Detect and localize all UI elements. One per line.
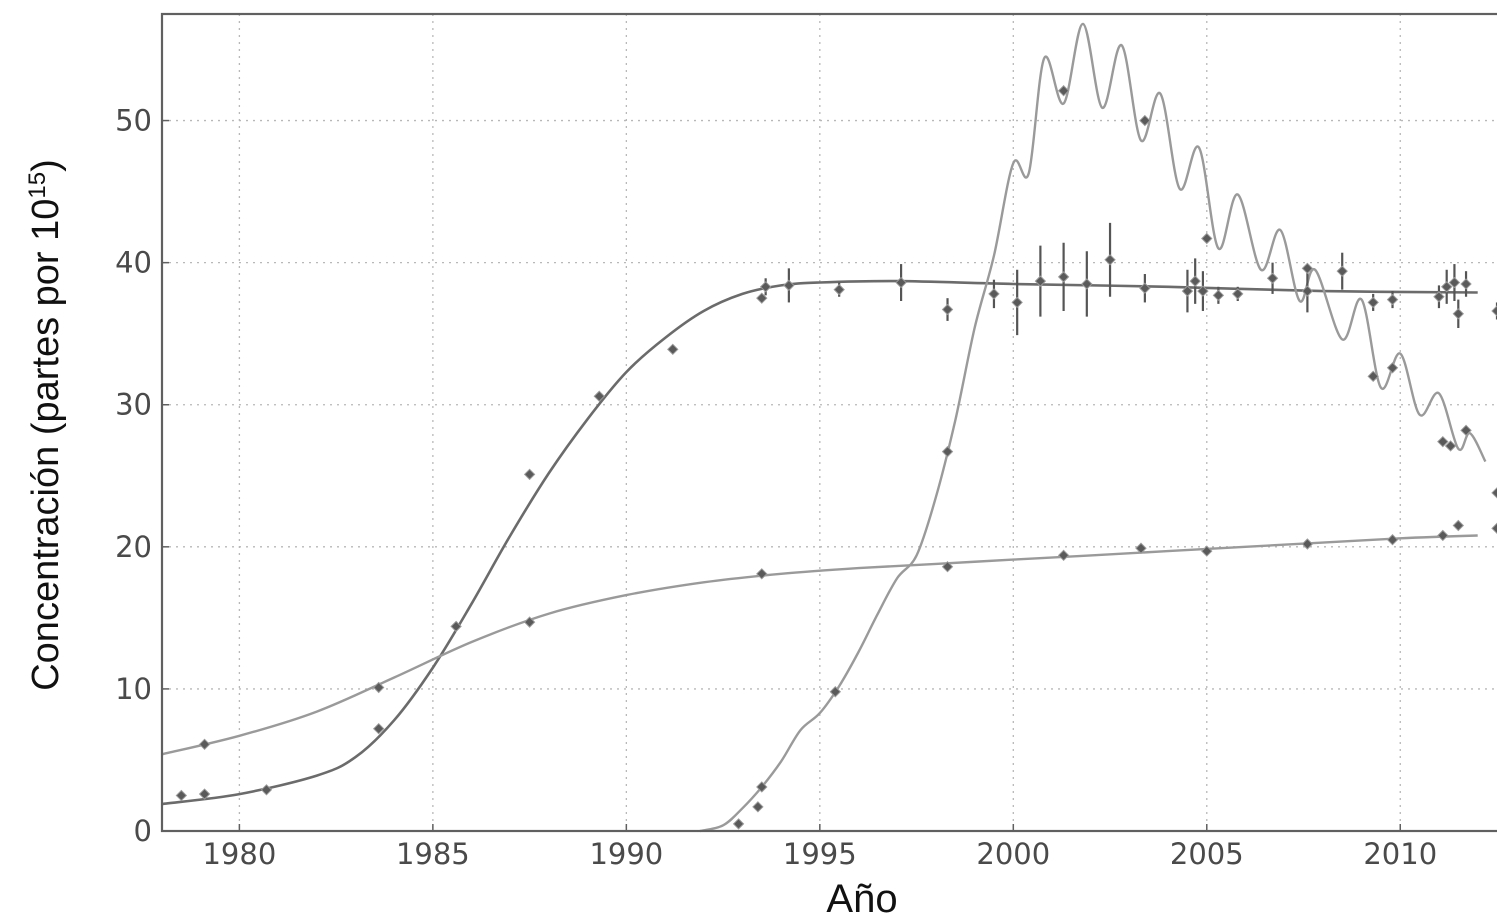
y-tick-labels: 0 10 20 30 40 50 (115, 104, 152, 848)
data-point (372, 681, 385, 694)
data-point (175, 789, 188, 802)
data-point (732, 818, 745, 830)
data-point (593, 390, 605, 402)
fitted-curves (161, 22, 1487, 833)
data-point (260, 784, 273, 796)
x-tick-label: 2010 (1363, 837, 1437, 871)
data-point (1057, 271, 1070, 283)
data-point (1452, 519, 1465, 532)
data-point (756, 781, 768, 793)
data-point (1057, 85, 1070, 97)
data-point (756, 568, 768, 580)
data-point (1433, 291, 1445, 303)
data-point (1452, 308, 1465, 320)
data-point (1367, 296, 1379, 309)
data-point (941, 445, 954, 458)
data-point (1081, 278, 1093, 290)
data-point (1448, 276, 1461, 289)
plot-frame (160, 12, 1497, 833)
x-axis-label: Año (826, 877, 897, 918)
data-point (1135, 542, 1147, 554)
data-point (1189, 275, 1201, 287)
data-point (1386, 534, 1399, 546)
y-tick-label: 40 (115, 246, 152, 280)
data-point (1444, 440, 1457, 452)
data-point (1301, 538, 1314, 550)
data-point (1181, 285, 1194, 297)
data-point (941, 561, 954, 573)
y-tick-label: 20 (115, 530, 152, 564)
data-point (1491, 487, 1497, 499)
data-point (988, 288, 1000, 300)
x-tick-label: 2005 (1170, 837, 1244, 871)
data-point (1104, 254, 1116, 266)
y-tick-label: 10 (115, 672, 152, 706)
data-point (1232, 288, 1244, 300)
data-point (1460, 424, 1472, 437)
data-point (1057, 549, 1070, 562)
data-point (756, 292, 768, 304)
data-point (829, 686, 842, 698)
x-tick-label: 2000 (976, 837, 1050, 871)
data-point (1011, 296, 1023, 309)
data-point (198, 738, 211, 751)
x-tick-label: 1985 (396, 837, 470, 871)
data-point (1139, 282, 1151, 294)
x-tick-label: 1980 (202, 837, 276, 871)
data-point (1460, 278, 1472, 290)
x-tick-label: 1995 (783, 837, 857, 871)
data-point (1197, 285, 1209, 297)
data-point (1336, 265, 1348, 277)
data-point (523, 468, 536, 481)
data-point (450, 620, 462, 633)
data-markers (175, 85, 1497, 830)
data-point (833, 283, 845, 296)
data-point (759, 281, 772, 293)
data-point (783, 279, 795, 292)
data-point (1437, 435, 1449, 448)
data-point (1266, 272, 1279, 284)
y-tick-label: 30 (115, 388, 152, 422)
data-point (1301, 262, 1314, 275)
data-point (1301, 285, 1314, 297)
data-point (1491, 522, 1497, 535)
series-curve (699, 22, 1487, 833)
y-tick-label: 0 (134, 814, 152, 848)
data-point (1386, 362, 1399, 374)
data-point (1386, 293, 1399, 306)
data-point (1201, 232, 1213, 245)
series-curve (161, 279, 1478, 806)
data-point (1212, 289, 1225, 302)
data-point (1440, 281, 1453, 293)
data-point (523, 616, 536, 628)
data-point (752, 801, 764, 813)
data-point (1367, 370, 1379, 383)
x-tick-labels: 1980 1985 1990 1995 2000 2005 2010 (202, 837, 1437, 871)
data-point (1034, 275, 1047, 287)
data-point (667, 343, 679, 356)
data-point (895, 276, 907, 289)
data-point (1491, 305, 1497, 317)
data-point (198, 788, 211, 800)
y-tick-label: 50 (115, 104, 152, 138)
y-axis-label: Concentración (partes por 1015) (24, 159, 67, 691)
data-point (372, 722, 385, 735)
data-point (941, 303, 954, 316)
x-tick-label: 1990 (589, 837, 663, 871)
data-point (1139, 114, 1151, 127)
grid-lines (162, 14, 1497, 832)
data-point (1201, 545, 1213, 557)
data-point (1437, 529, 1449, 542)
